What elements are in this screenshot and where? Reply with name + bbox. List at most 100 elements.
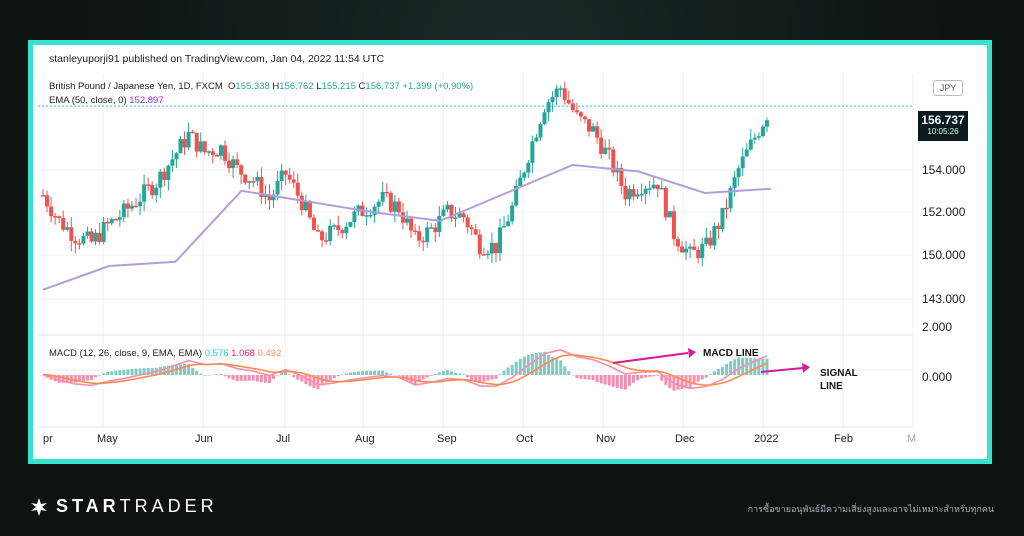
histogram-bar <box>199 373 203 375</box>
candle-body <box>259 177 264 198</box>
high-value: 156.762 <box>279 81 314 92</box>
candle-body <box>311 217 316 231</box>
candle-body <box>417 231 422 241</box>
signal-arrow-head <box>802 363 810 373</box>
histogram-bar <box>551 357 555 375</box>
candle-body <box>659 187 664 190</box>
candle-body <box>453 217 458 219</box>
candle-body <box>396 201 401 213</box>
histogram-bar <box>765 358 769 375</box>
histogram-bar <box>288 374 292 375</box>
candle-body <box>554 88 559 97</box>
histogram-bar <box>547 354 551 375</box>
price-tick-2: 2.000 <box>922 320 953 334</box>
histogram-bar <box>195 370 199 375</box>
histogram-bar <box>575 375 579 379</box>
candle-body <box>566 99 571 104</box>
histogram-bar <box>344 373 348 375</box>
candle-body <box>663 187 668 218</box>
candle-body <box>599 137 604 154</box>
histogram-bar <box>280 372 284 375</box>
candle-body <box>724 207 729 210</box>
brand-trader: TRADER <box>119 496 218 516</box>
histogram-bar <box>417 375 421 382</box>
histogram-bar <box>470 375 474 380</box>
signal-line-annotation-2: LINE <box>820 381 843 392</box>
histogram-bar <box>267 375 271 384</box>
histogram-bar <box>142 368 146 375</box>
histogram-bar <box>126 369 130 375</box>
candle-body <box>247 181 252 183</box>
histogram-bar <box>729 361 733 375</box>
candle-body <box>405 218 409 223</box>
candle-body <box>271 194 276 201</box>
histogram-bar <box>478 375 482 384</box>
candle-body <box>263 194 268 198</box>
candle-body <box>376 201 381 207</box>
histogram-bar <box>660 375 664 381</box>
histogram-bar <box>239 375 243 381</box>
candle-body <box>251 181 256 183</box>
candle-body <box>485 253 490 256</box>
histogram-bar <box>490 375 494 380</box>
histogram-bar <box>421 375 425 380</box>
candle-body <box>623 186 628 200</box>
candle-body <box>647 188 652 190</box>
candle-body <box>295 182 300 196</box>
time-tick-nov: Nov <box>596 433 616 445</box>
macd-value: 0.576 <box>204 348 229 359</box>
candle-body <box>542 112 547 125</box>
candle-body <box>667 211 672 218</box>
histogram-bar <box>458 373 462 375</box>
candle-body <box>696 249 701 259</box>
signal-line <box>42 354 768 387</box>
histogram-bar <box>231 375 235 380</box>
brand-star: STAR <box>56 496 120 516</box>
histogram-bar <box>272 375 276 379</box>
histogram-bar <box>595 375 599 382</box>
histogram-bar <box>567 371 571 375</box>
chart-frame: stanleyuporji91 published on TradingView… <box>28 40 992 464</box>
change-value: +1.399 (+0.90%) <box>402 81 474 92</box>
candle-body <box>320 231 325 241</box>
histogram-bar <box>263 375 267 383</box>
candle-body <box>619 167 624 187</box>
histogram-bar <box>361 371 365 375</box>
candle-body <box>316 230 321 232</box>
open-value: 155.338 <box>235 81 270 92</box>
candle-body <box>57 216 62 218</box>
candle-body <box>89 231 94 242</box>
candle-body <box>493 242 498 254</box>
histogram-bar <box>538 352 542 375</box>
histogram-bar <box>466 375 470 378</box>
histogram-bar <box>680 375 684 389</box>
candle-body <box>591 126 596 132</box>
histogram-bar <box>336 375 340 377</box>
published-by: stanleyuporji91 published on TradingView… <box>49 53 385 65</box>
time-tick-oct: Oct <box>516 433 534 445</box>
candle-body <box>291 179 296 183</box>
histogram-bar <box>122 369 126 375</box>
candle-body <box>138 201 143 207</box>
candle-body <box>109 219 114 224</box>
star-logo-icon <box>31 497 47 516</box>
histogram-bar <box>749 358 753 375</box>
candle-body <box>433 227 438 233</box>
candle-body <box>643 188 648 194</box>
histogram-bar <box>716 368 720 375</box>
risk-disclaimer: การซื้อขายอนุพันธ์มีความเสี่ยงสูงและอาจไ… <box>747 504 994 514</box>
candle-body <box>732 177 737 188</box>
histogram-bar <box>243 375 247 381</box>
brand-logo: STARTRADER <box>30 496 218 517</box>
candle-body <box>712 225 717 246</box>
histogram-bar <box>348 372 352 375</box>
candle-body <box>465 217 470 228</box>
candle-body <box>348 222 353 227</box>
candle-body <box>688 246 693 249</box>
histogram-bar <box>300 375 304 382</box>
histogram-bar <box>179 364 183 375</box>
currency-button[interactable]: JPY <box>933 80 963 96</box>
histogram-bar <box>599 375 603 384</box>
candle-body <box>518 177 523 186</box>
candle-body <box>186 131 191 148</box>
